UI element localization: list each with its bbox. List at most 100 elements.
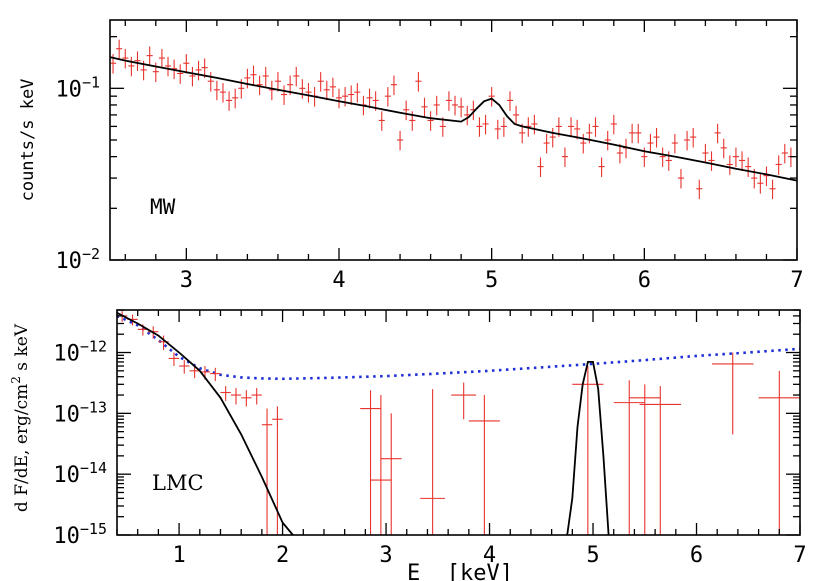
bottom-ylabel-main: d F/dE, erg/cm <box>12 384 32 512</box>
bottom-background-line <box>116 314 801 381</box>
top-data-point <box>763 166 770 187</box>
top-data-point <box>690 127 697 148</box>
x-tick-label: 3 <box>180 268 193 293</box>
x-tick-label: 4 <box>332 268 345 293</box>
top-data-point <box>116 39 123 60</box>
bottom-data-point <box>639 386 681 535</box>
top-data-point <box>720 138 727 159</box>
top-data-point <box>366 88 373 109</box>
top-data-point <box>280 85 288 105</box>
bottom-xlabel: E [keV] <box>407 561 513 581</box>
bottom-data-point <box>179 360 190 374</box>
bottom-ylabel-sup: 2 <box>9 376 23 384</box>
top-data-point <box>122 48 129 69</box>
top-data-point <box>592 117 599 137</box>
top-data-point <box>513 105 520 126</box>
top-data-point <box>268 80 275 101</box>
top-data-point <box>158 48 165 69</box>
top-data-point <box>745 157 752 177</box>
bottom-ylabel: d F/dE, erg/cm2 s keV <box>9 323 32 512</box>
top-data-point <box>299 79 306 99</box>
bottom-data-point <box>251 388 262 405</box>
x-tick-label: 5 <box>485 268 498 293</box>
top-data-point <box>616 143 623 164</box>
top-data-point <box>702 143 709 164</box>
top-data-point <box>323 80 330 101</box>
top-data-point <box>146 46 153 67</box>
top-data-point <box>244 68 251 89</box>
top-data-point <box>421 97 428 118</box>
top-data-point <box>580 133 587 154</box>
bottom-data-point <box>272 406 283 535</box>
top-data-points <box>110 39 794 200</box>
top-data-point <box>488 87 495 107</box>
top-data-point <box>775 155 782 175</box>
top-data-point <box>415 72 422 92</box>
y-tick-label: 10−15 <box>53 520 107 549</box>
top-data-point <box>250 65 257 86</box>
x-tick-label: 1 <box>172 543 185 568</box>
top-data-point <box>629 123 636 144</box>
top-data-point <box>769 179 776 200</box>
top-data-point <box>781 143 788 164</box>
y-tick-label: 10−2 <box>55 245 100 274</box>
top-data-point <box>134 51 141 71</box>
bottom-data-point <box>261 408 273 535</box>
top-data-point <box>207 72 214 92</box>
top-data-point <box>403 100 410 121</box>
top-data-point <box>189 66 196 87</box>
top-data-point <box>195 60 202 81</box>
top-data-point <box>219 83 227 103</box>
top-data-point <box>439 117 446 137</box>
top-plot-frame <box>109 19 798 261</box>
top-data-point <box>164 56 172 77</box>
bottom-data-point <box>370 395 392 535</box>
top-data-point <box>561 147 568 168</box>
top-data-point <box>256 75 263 96</box>
top-data-point <box>445 91 452 111</box>
top-data-point <box>177 64 184 84</box>
top-data-point <box>677 168 685 189</box>
y-tick-label: 10−12 <box>53 338 107 367</box>
bottom-data-point <box>380 413 402 535</box>
bottom-axis-ticks: 1 2 3 4 5 6 7 10−12 10−13 10−14 10−15 <box>53 309 807 568</box>
top-data-point <box>568 117 575 137</box>
x-tick-label: 6 <box>690 543 703 568</box>
top-data-point <box>757 174 764 194</box>
top-data-point <box>684 130 691 151</box>
top-data-point <box>732 147 739 168</box>
x-tick-label: 3 <box>379 543 392 568</box>
y-tick-label: 10−13 <box>53 398 107 427</box>
top-data-point <box>653 127 660 148</box>
top-data-point <box>482 114 489 135</box>
top-data-point <box>226 91 233 111</box>
y-tick-label: 10−14 <box>53 459 107 488</box>
top-data-point <box>213 80 220 101</box>
top-model-line <box>109 56 798 182</box>
top-data-point <box>390 75 398 96</box>
bottom-data-point <box>230 388 242 405</box>
top-data-point <box>378 111 385 131</box>
top-data-point <box>635 123 642 144</box>
bottom-data-point <box>613 380 645 535</box>
bottom-data-point <box>629 384 661 535</box>
top-data-point <box>726 155 733 175</box>
bottom-data-point <box>712 352 754 435</box>
top-data-point <box>232 88 239 109</box>
top-data-point <box>335 88 343 109</box>
x-tick-label: 2 <box>276 543 289 568</box>
x-tick-label: 6 <box>638 268 651 293</box>
top-data-point <box>293 66 300 87</box>
top-data-point <box>476 117 483 137</box>
bottom-data-point <box>451 382 477 420</box>
top-data-point <box>738 151 746 171</box>
bottom-data-points <box>117 311 800 535</box>
top-data-point <box>354 83 361 103</box>
top-data-point <box>543 133 550 154</box>
top-annotation: MW <box>150 195 176 219</box>
top-ylabel: counts/s keV <box>18 79 38 202</box>
top-data-point <box>183 54 190 74</box>
top-panel: counts/s keV 3 4 5 6 7 10−1 10−2 MW <box>18 19 804 293</box>
top-data-point <box>451 95 459 116</box>
top-data-point <box>506 91 514 111</box>
